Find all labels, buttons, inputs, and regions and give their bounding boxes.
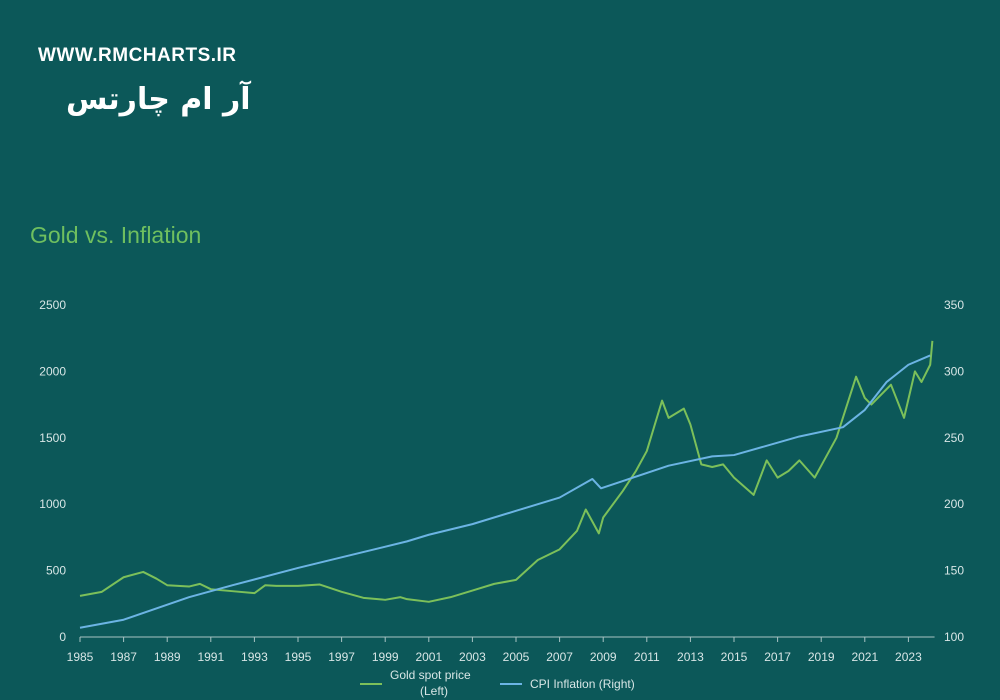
x-tick-label: 1991 [197, 650, 224, 664]
x-tick-label: 2013 [677, 650, 704, 664]
x-tick-label: 2007 [546, 650, 573, 664]
x-tick-label: 1995 [285, 650, 312, 664]
series-line-0 [79, 340, 934, 603]
x-tick-label: 2019 [808, 650, 835, 664]
x-tick-label: 1997 [328, 650, 355, 664]
legend-label-0: Gold spot price [390, 668, 471, 682]
x-tick-label: 2005 [503, 650, 530, 664]
x-tick-label: 2015 [721, 650, 748, 664]
x-tick-label: 2009 [590, 650, 617, 664]
x-tick-label: 2021 [851, 650, 878, 664]
x-tick-label: 2001 [415, 650, 442, 664]
legend-label-0-line2: (Left) [420, 684, 448, 698]
x-tick-label: 2003 [459, 650, 486, 664]
series-line-1 [79, 354, 931, 629]
y-right-tick-label: 200 [944, 497, 964, 511]
watermark-persian: آر ام چارتس [66, 82, 251, 117]
x-tick-label: 2017 [764, 650, 791, 664]
x-tick-label: 2011 [634, 650, 660, 664]
x-tick-label: 1985 [67, 650, 94, 664]
x-tick-label: 1999 [372, 650, 399, 664]
chart-title: Gold vs. Inflation [30, 222, 202, 248]
x-tick-label: 2023 [895, 650, 922, 664]
x-tick-label: 1993 [241, 650, 268, 664]
y-left-tick-label: 1500 [39, 431, 66, 445]
y-left-tick-label: 2500 [39, 298, 66, 312]
y-left-tick-label: 2000 [39, 364, 66, 378]
legend-label-1: CPI Inflation (Right) [530, 677, 635, 691]
x-tick-label: 1987 [110, 650, 137, 664]
y-right-tick-label: 300 [944, 364, 964, 378]
y-right-tick-label: 250 [944, 431, 964, 445]
watermark: WWW.RMCHARTS.IR [38, 45, 237, 66]
y-right-tick-label: 100 [944, 630, 964, 644]
y-left-tick-label: 1000 [39, 497, 66, 511]
y-right-tick-label: 350 [944, 298, 964, 312]
y-left-tick-label: 500 [46, 564, 66, 578]
x-tick-label: 1989 [154, 650, 181, 664]
y-left-tick-label: 0 [59, 630, 66, 644]
y-right-tick-label: 150 [944, 564, 964, 578]
